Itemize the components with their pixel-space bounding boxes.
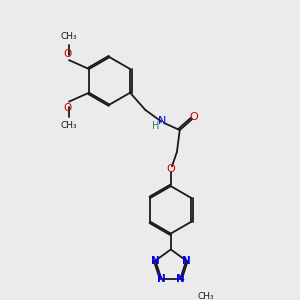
Text: O: O [64,103,72,113]
Text: CH₃: CH₃ [197,292,214,300]
Text: N: N [151,256,160,266]
Text: O: O [167,164,175,174]
Text: N: N [157,274,166,284]
Text: O: O [190,112,199,122]
Text: N: N [176,274,185,284]
Text: CH₃: CH₃ [61,32,77,41]
Text: N: N [182,256,190,266]
Text: O: O [63,49,72,59]
Text: H: H [152,121,159,131]
Text: N: N [158,116,166,126]
Text: CH₃: CH₃ [61,121,77,130]
